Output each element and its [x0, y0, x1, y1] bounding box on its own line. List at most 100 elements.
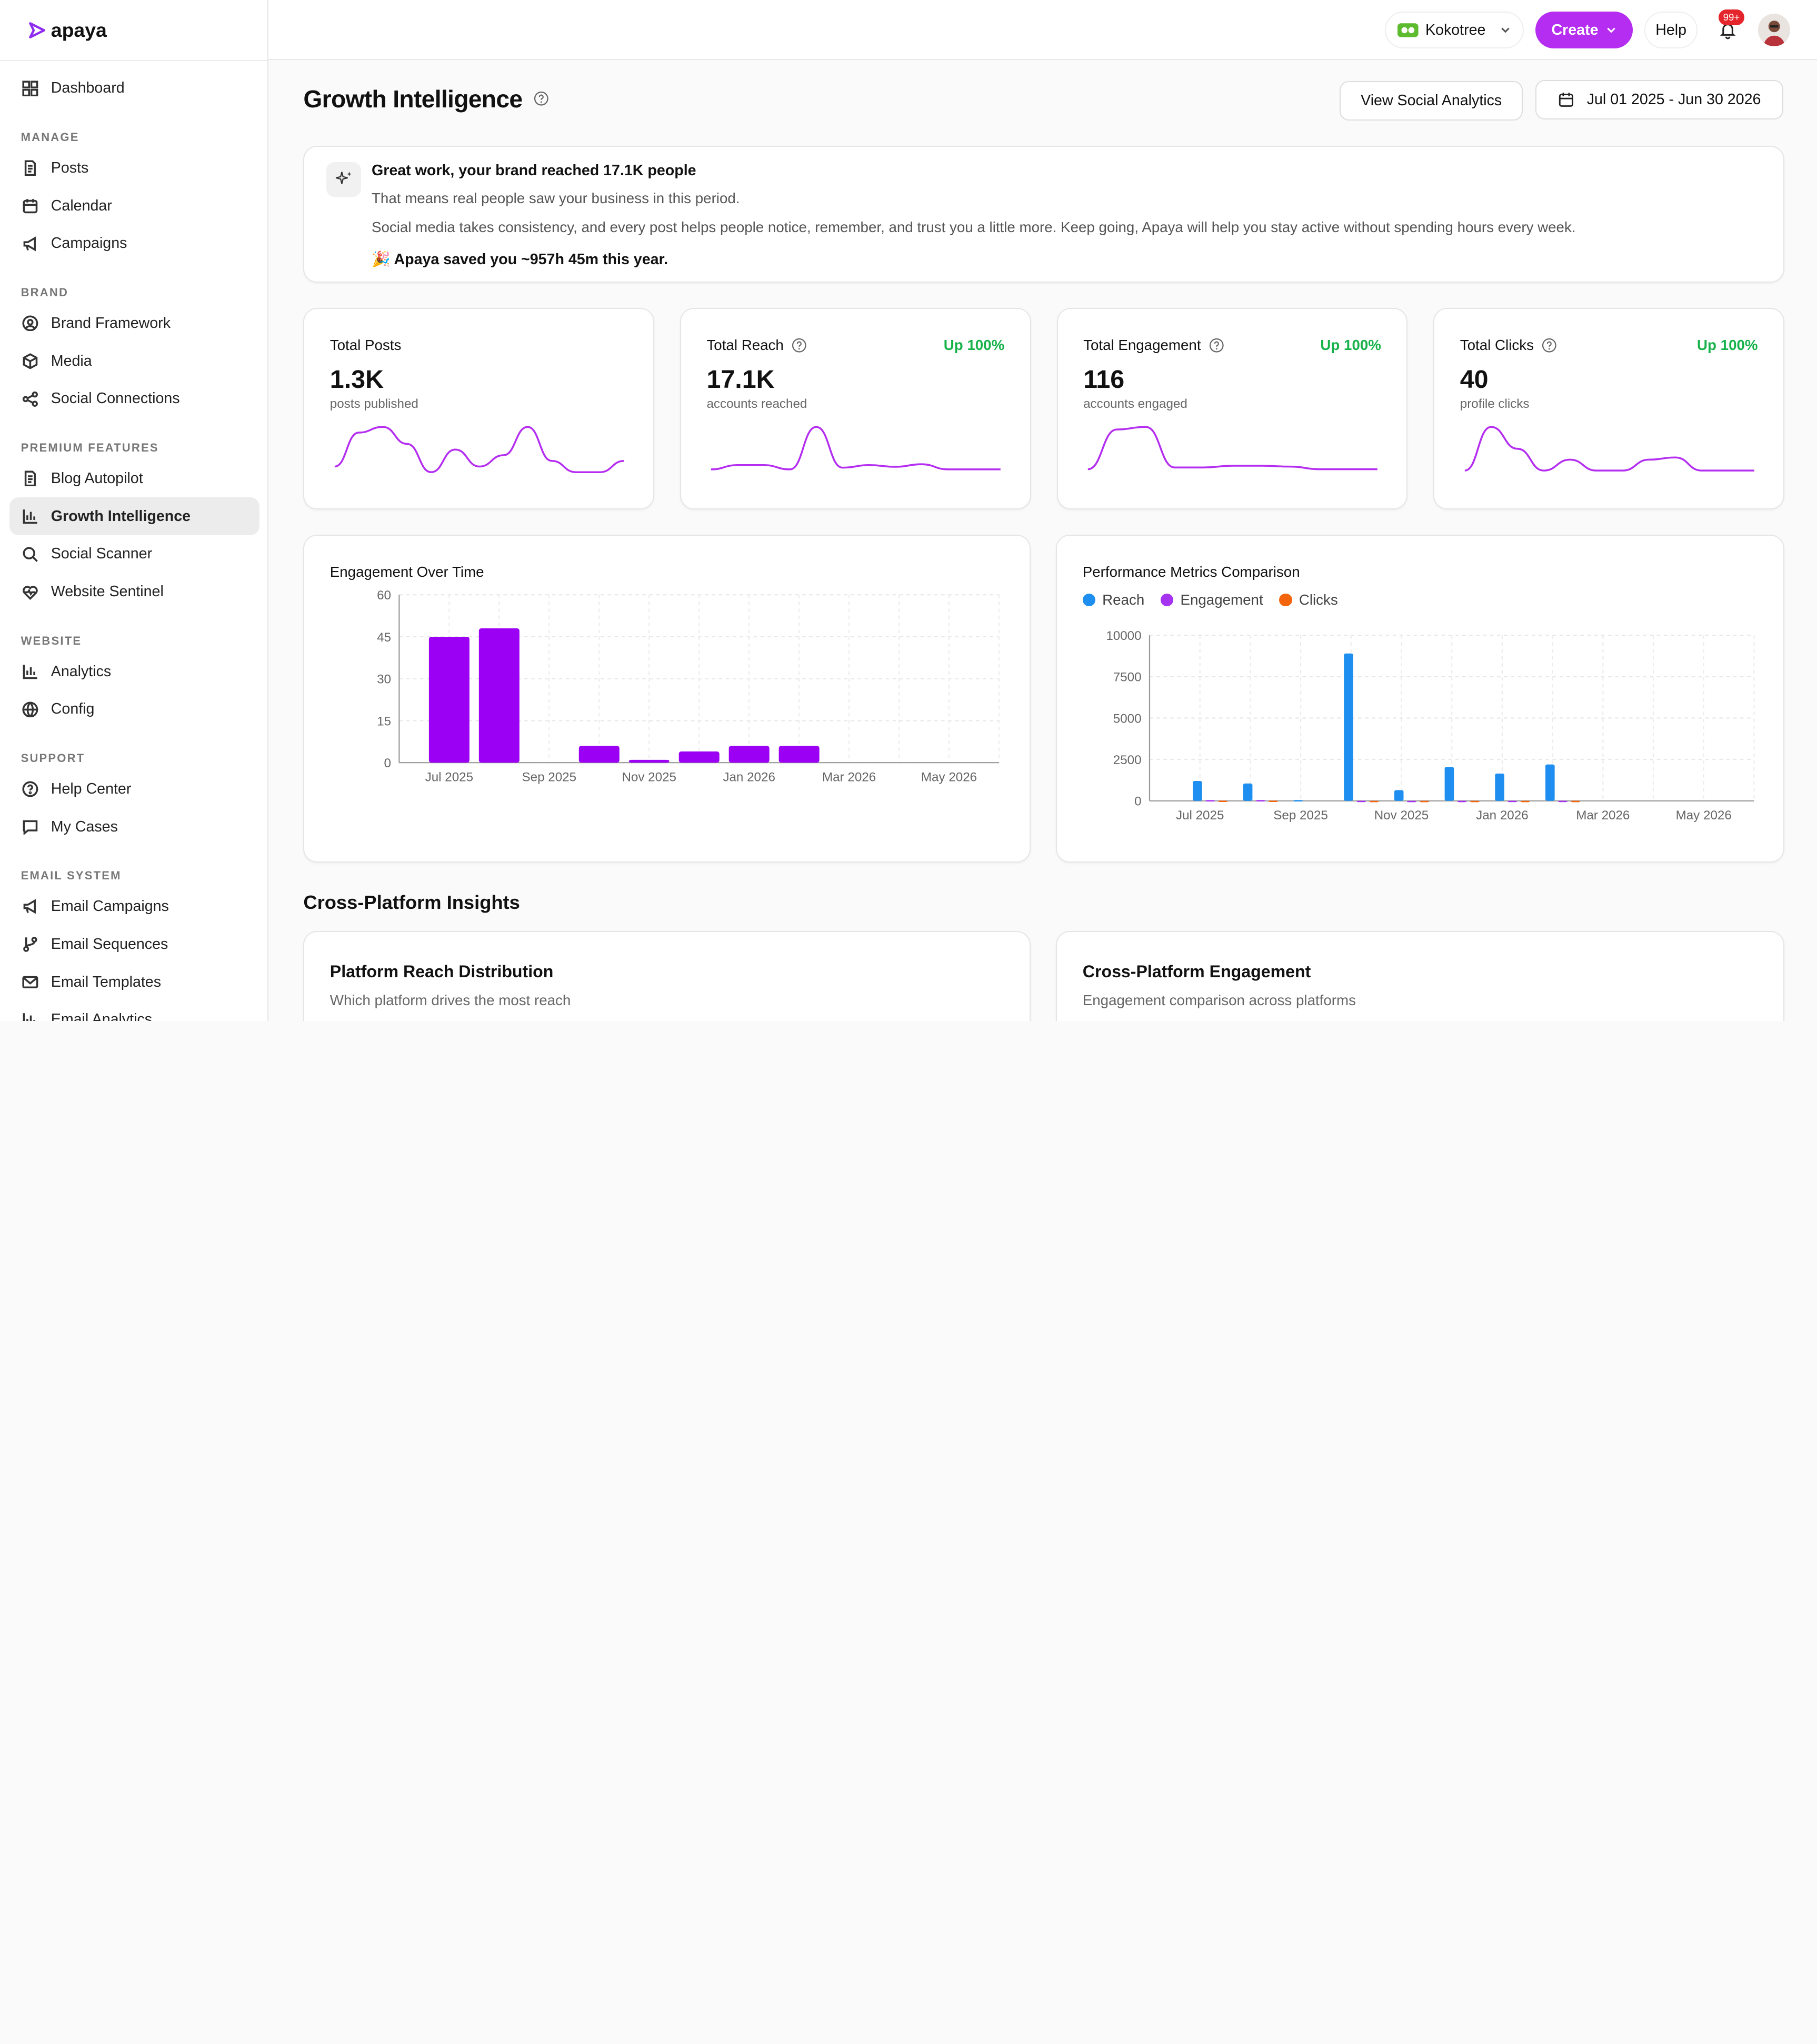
bar-chart-icon	[23, 509, 37, 524]
legend-item-clicks[interactable]: Clicks	[1279, 591, 1338, 608]
x-tick-label: Jan 2026	[723, 770, 776, 785]
sidebar-item-help-center[interactable]: Help Center	[9, 770, 259, 808]
bar-engagement-jul-2025	[1205, 800, 1215, 802]
kpi-sparkline	[1087, 426, 1377, 470]
sidebar-item-brand-framework[interactable]: Brand Framework	[9, 304, 259, 342]
bar-clicks-jul-2025	[1218, 800, 1228, 803]
sidebar-item-email-analytics[interactable]: Email Analytics	[9, 1001, 259, 1021]
y-tick-label: 0	[1135, 795, 1142, 809]
sidebar-item-label: Analytics	[51, 663, 112, 680]
y-tick-label: 30	[377, 673, 391, 687]
sidebar-item-social-connections[interactable]: Social Connections	[9, 380, 259, 418]
create-button[interactable]: Create	[1535, 12, 1633, 49]
user-circle-icon	[22, 315, 38, 332]
sidebar-item-posts[interactable]: Posts	[9, 149, 259, 187]
bar-reach-aug-2025	[1243, 784, 1253, 801]
cross-platform-engagement-card: Cross-Platform Engagement Engagement com…	[1056, 930, 1785, 1021]
bar-clicks-nov-2025	[1420, 801, 1430, 803]
calendar-icon	[1559, 92, 1573, 107]
sidebar-item-campaigns[interactable]: Campaigns	[9, 225, 259, 263]
sidebar-item-config[interactable]: Config	[9, 690, 259, 728]
sidebar: apaya Dashboard MANAGE Posts Calendar Campai…	[0, 0, 269, 1021]
help-circle-icon[interactable]	[1209, 338, 1224, 353]
bar-chart-icon	[23, 1013, 35, 1021]
y-tick-label: 60	[377, 588, 391, 603]
legend-swatch	[1161, 593, 1174, 607]
reach-banner: Great work, your brand reached 17.1K peo…	[303, 146, 1785, 283]
help-circle-icon[interactable]	[792, 338, 807, 353]
bar-reach-nov-2025	[1394, 790, 1404, 801]
notification-badge: 99+	[1718, 9, 1745, 26]
sidebar-item-my-cases[interactable]: My Cases	[9, 808, 259, 846]
sidebar-item-label: Brand Framework	[51, 314, 171, 332]
kpi-value: 1.3K	[330, 365, 384, 394]
sidebar-section-email-system: EMAIL SYSTEM	[21, 869, 122, 882]
kpi-value: 116	[1083, 365, 1125, 394]
sidebar-item-growth-intelligence[interactable]: Growth Intelligence	[9, 497, 259, 535]
apaya-logo-icon	[28, 22, 45, 38]
sidebar-item-blog-autopilot[interactable]: Blog Autopilot	[9, 459, 259, 497]
banner-line-2: Social media takes consistency, and ever…	[371, 218, 1576, 235]
brand-selector[interactable]: Kokotree	[1385, 12, 1524, 49]
sparkline-path	[711, 426, 1001, 470]
sidebar-item-media[interactable]: Media	[9, 342, 259, 380]
sparkline-path	[1464, 426, 1754, 472]
sidebar-item-email-sequences[interactable]: Email Sequences	[9, 925, 259, 963]
page-title-text: Growth Intelligence	[303, 85, 523, 113]
engagement-over-time-chart: 0 15 30 45 60 Jul 2025 Sep 2025 Nov 2025 Jan 202…	[377, 588, 1000, 785]
legend-item-reach[interactable]: Reach	[1082, 592, 1144, 608]
share-icon	[22, 391, 38, 407]
kpi-subtitle: posts published	[330, 397, 418, 412]
help-circle-icon	[22, 781, 38, 797]
banner-line-1: That means real people saw your business…	[371, 189, 740, 206]
sidebar-item-email-templates[interactable]: Email Templates	[9, 963, 259, 1001]
help-button[interactable]: Help	[1644, 12, 1698, 49]
legend-item-engagement[interactable]: Engagement	[1161, 592, 1263, 608]
bar-reach-jan-2026	[1495, 774, 1505, 801]
kpi-change: Up 100%	[1697, 336, 1758, 353]
bar-reach-oct-2025	[1344, 654, 1354, 801]
avatar-image	[1763, 21, 1785, 46]
sidebar-item-label: Campaigns	[51, 235, 127, 252]
kpi-card-total-posts: Total Posts 1.3K posts published	[303, 308, 654, 509]
sidebar-item-label: Email Sequences	[51, 935, 168, 953]
legend-label: Clicks	[1299, 591, 1338, 608]
kpi-sparkline	[711, 426, 1001, 470]
sidebar-item-label: Social Scanner	[51, 545, 153, 563]
help-circle-icon[interactable]	[1542, 338, 1557, 353]
x-tick-label: Sep 2025	[1274, 808, 1329, 823]
user-avatar[interactable]	[1758, 14, 1791, 46]
x-tick-label: May 2026	[1676, 808, 1732, 823]
sidebar-item-email-campaigns[interactable]: Email Campaigns	[9, 887, 259, 925]
sidebar-item-website-sentinel[interactable]: Website Sentinel	[9, 573, 259, 611]
megaphone-icon	[23, 899, 36, 914]
legend-swatch	[1279, 593, 1292, 607]
bar-engagement-nov-2025	[629, 760, 670, 763]
sidebar-section-brand: BRAND	[21, 285, 69, 299]
kpi-change: Up 100%	[943, 336, 1005, 353]
date-range-picker[interactable]: Jul 01 2025 - Jun 30 2026	[1535, 79, 1783, 119]
bar-engagement-dec-2025	[1457, 801, 1467, 803]
apaya-logo[interactable]: apaya	[28, 16, 107, 44]
x-tick-label: May 2026	[921, 770, 977, 785]
chevron-down-icon	[1501, 27, 1510, 33]
bar-engagement-oct-2025	[1356, 801, 1366, 803]
help-circle-icon[interactable]	[534, 91, 549, 106]
sparkles-icon	[326, 162, 362, 197]
x-tick-label: Mar 2026	[1576, 808, 1630, 823]
view-social-analytics-button[interactable]: View Social Analytics	[1340, 81, 1523, 121]
sidebar-item-social-scanner[interactable]: Social Scanner	[9, 535, 259, 573]
sidebar-item-analytics[interactable]: Analytics	[9, 653, 259, 690]
kpi-sparkline	[1464, 426, 1754, 472]
y-tick-label: 10000	[1106, 629, 1142, 643]
kpi-subtitle: profile clicks	[1460, 397, 1530, 412]
sidebar-section-website: WEBSITE	[21, 634, 82, 647]
kpi-title-text: Total Engagement	[1083, 336, 1201, 353]
sidebar-item-calendar[interactable]: Calendar	[9, 187, 259, 225]
bar-engagement-jul-2025	[429, 637, 470, 763]
card-title: Cross-Platform Engagement	[1082, 961, 1311, 981]
bar-clicks-oct-2025	[1370, 801, 1379, 803]
sidebar-item-dashboard[interactable]: Dashboard	[9, 69, 259, 107]
search-icon	[23, 547, 38, 562]
kpi-title-text: Total Clicks	[1460, 336, 1534, 353]
